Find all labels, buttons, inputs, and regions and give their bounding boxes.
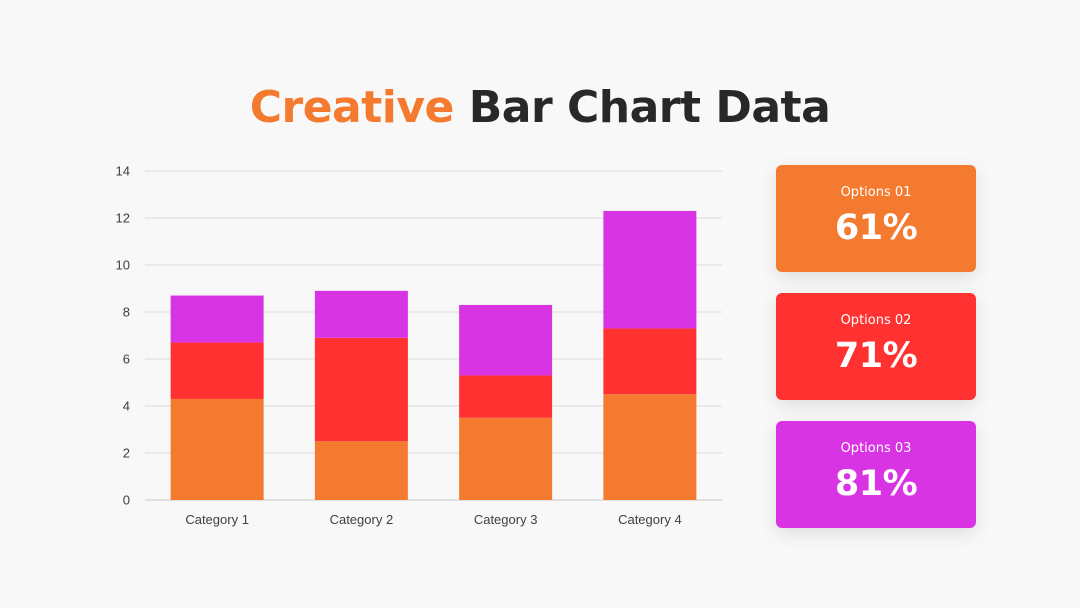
option-card-label: Options 03: [840, 441, 912, 456]
y-tick-label: 12: [116, 211, 130, 226]
bar-segment-4-3: [603, 210, 697, 329]
page-title: Creative Bar Chart Data: [0, 78, 1080, 138]
title-rest: Bar Chart Data: [468, 82, 831, 133]
bar-segment-2-1: [314, 441, 408, 500]
option-card-01: Options 01 61%: [776, 165, 976, 272]
bar-segment-1-1: [170, 398, 264, 500]
option-card-02: Options 02 71%: [776, 293, 976, 400]
x-tick-label: Category 2: [330, 512, 394, 527]
bar-segment-3-2: [459, 375, 553, 418]
option-card-label: Options 01: [840, 185, 912, 200]
bar-segment-1-2: [170, 342, 264, 399]
title-accent: Creative: [249, 82, 455, 133]
y-tick-label: 6: [123, 352, 130, 367]
option-card-value: 81%: [834, 464, 918, 504]
bar-segment-2-3: [314, 290, 408, 338]
y-tick-label: 10: [116, 258, 130, 273]
y-tick-label: 14: [116, 164, 130, 179]
bar-segment-2-2: [314, 337, 408, 442]
x-tick-label: Category 3: [474, 512, 538, 527]
bar-segment-4-2: [603, 328, 697, 395]
y-tick-label: 0: [123, 493, 130, 508]
option-card-value: 61%: [834, 208, 918, 248]
bar-segment-3-1: [459, 417, 553, 500]
x-tick-label: Category 4: [618, 512, 682, 527]
bar-segment-1-3: [170, 295, 264, 343]
x-tick-label: Category 1: [185, 512, 249, 527]
bar-segment-4-1: [603, 394, 697, 500]
stacked-bar-chart: 0 2 4 6 8 10 12 14 Category 1 Category 2 Category …: [116, 164, 722, 527]
option-card-label: Options 02: [840, 313, 912, 328]
y-tick-label: 2: [123, 446, 130, 461]
option-card-03: Options 03 81%: [776, 421, 976, 528]
y-tick-label: 4: [123, 399, 130, 414]
y-tick-label: 8: [123, 305, 130, 320]
option-card-value: 71%: [834, 336, 918, 376]
bar-segment-3-3: [459, 304, 553, 376]
